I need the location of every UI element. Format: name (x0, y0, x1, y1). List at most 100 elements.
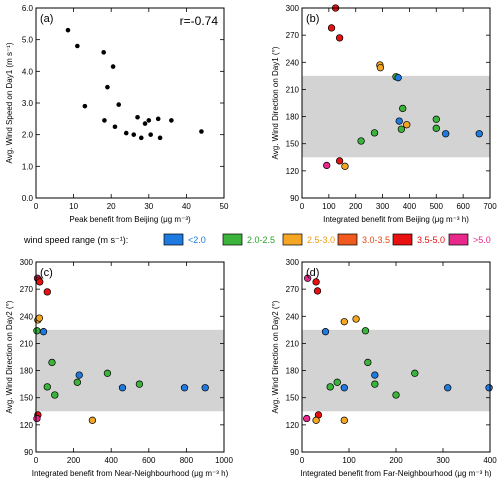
x-tick-label: 0 (300, 202, 305, 211)
data-point (51, 391, 59, 399)
legend-label: 3.0-3.5 (362, 235, 390, 245)
data-point (116, 102, 122, 107)
plot-frame (301, 7, 491, 199)
data-point (201, 384, 209, 392)
panel-label: (a) (40, 13, 53, 25)
data-point (169, 118, 174, 123)
x-tick-label: 400 (483, 456, 497, 465)
y-tick-label: 120 (286, 421, 300, 430)
y-tick-label: 270 (20, 285, 34, 294)
data-point (403, 121, 411, 129)
data-point (88, 416, 97, 424)
x-tick-label: 50 (220, 202, 229, 211)
data-point (333, 378, 341, 386)
data-point (326, 383, 334, 391)
data-point (357, 137, 365, 145)
data-point (303, 414, 311, 423)
data-point (199, 129, 204, 134)
data-point (48, 358, 56, 367)
y-axis-label: Avg. Wind Direction on Day2 (°) (5, 300, 14, 413)
x-tick-label: 100 (322, 202, 336, 211)
data-point (43, 288, 51, 296)
data-point (312, 278, 320, 286)
data-point (101, 50, 106, 55)
y-tick-label: 240 (286, 312, 300, 321)
data-point (131, 132, 137, 137)
legend-label: 2.5-3.0 (307, 235, 335, 245)
x-tick-label: 600 (142, 456, 156, 465)
plot-frame (301, 261, 491, 453)
y-tick-label: 180 (286, 113, 300, 122)
panel-label: (d) (306, 267, 319, 279)
data-point (371, 371, 379, 379)
direction-band (36, 329, 224, 412)
legend-swatch (337, 233, 358, 246)
data-point (123, 130, 129, 136)
legend-label: >5.0 (473, 235, 491, 245)
data-point (118, 384, 127, 392)
data-point (180, 384, 189, 392)
y-tick-label: 180 (286, 367, 300, 376)
x-axis-label: Peak benefit from Beijing (μg m⁻³) (69, 215, 191, 224)
data-point (352, 315, 360, 323)
y-tick-label: 2.0 (22, 131, 34, 140)
data-point (371, 380, 379, 388)
x-tick-label: 500 (430, 202, 444, 211)
y-tick-label: 90 (290, 448, 299, 457)
data-point (327, 24, 336, 32)
plot-frame (35, 261, 225, 453)
x-tick-label: 300 (436, 456, 450, 465)
panel-d: 0 100 200 300 400 90 120 150 180 210 240 270 300 (d) I… (271, 258, 497, 478)
data-point (105, 84, 110, 90)
y-tick-label: 150 (286, 394, 300, 403)
data-point (65, 27, 71, 33)
y-tick-label: 90 (24, 448, 33, 457)
data-point (475, 130, 483, 138)
legend-label: 3.5-5.0 (417, 235, 445, 245)
y-tick-label: 1.0 (22, 162, 34, 171)
x-tick-label: 600 (456, 202, 470, 211)
correlation-annotation: r=-0.74 (180, 14, 219, 28)
x-tick-label: 1000 (215, 456, 233, 465)
legend-swatch (222, 233, 243, 246)
panel-label: (b) (306, 13, 319, 25)
y-tick-label: 150 (286, 140, 300, 149)
x-tick-label: 200 (67, 456, 81, 465)
data-point (102, 118, 107, 123)
legend-swatch (392, 233, 413, 246)
y-tick-label: 300 (286, 4, 300, 13)
data-point (313, 287, 322, 295)
y-axis-label: Avg. Wind Direction on Day1 (°) (271, 46, 280, 159)
y-tick-label: 240 (20, 312, 34, 321)
x-tick-label: 10 (69, 202, 78, 211)
data-point (394, 74, 402, 82)
x-tick-label: 40 (182, 202, 191, 211)
data-point (411, 369, 419, 377)
x-tick-label: 400 (105, 456, 119, 465)
data-point (370, 129, 379, 137)
data-point (341, 162, 349, 170)
y-tick-label: 300 (20, 258, 34, 267)
x-tick-label: 400 (403, 202, 417, 211)
legend-label: 2.0-2.5 (247, 235, 275, 245)
direction-band (302, 329, 490, 412)
x-axis-label: Integrated benefit from Near-Neighbourho… (32, 469, 229, 478)
x-tick-label: 200 (389, 456, 403, 465)
data-point (364, 358, 372, 367)
data-point (135, 380, 144, 388)
data-point (335, 34, 344, 42)
data-point (340, 318, 348, 326)
legend-title: wind speed range (m s⁻¹): (23, 235, 128, 245)
x-tick-label: 0 (34, 202, 39, 211)
legend: wind speed range (m s⁻¹): <2.0 2.0-2.5 2.5-… (23, 233, 491, 246)
legend-label: <2.0 (188, 235, 206, 245)
data-point (103, 369, 112, 377)
data-point (142, 121, 148, 126)
y-tick-label: 4.0 (22, 67, 34, 76)
data-point (323, 161, 331, 170)
plot-frame (35, 7, 225, 199)
data-point (135, 114, 140, 120)
y-axis-label: Avg. Wind Direction on Day2 (°) (271, 300, 280, 413)
data-point (444, 384, 452, 392)
